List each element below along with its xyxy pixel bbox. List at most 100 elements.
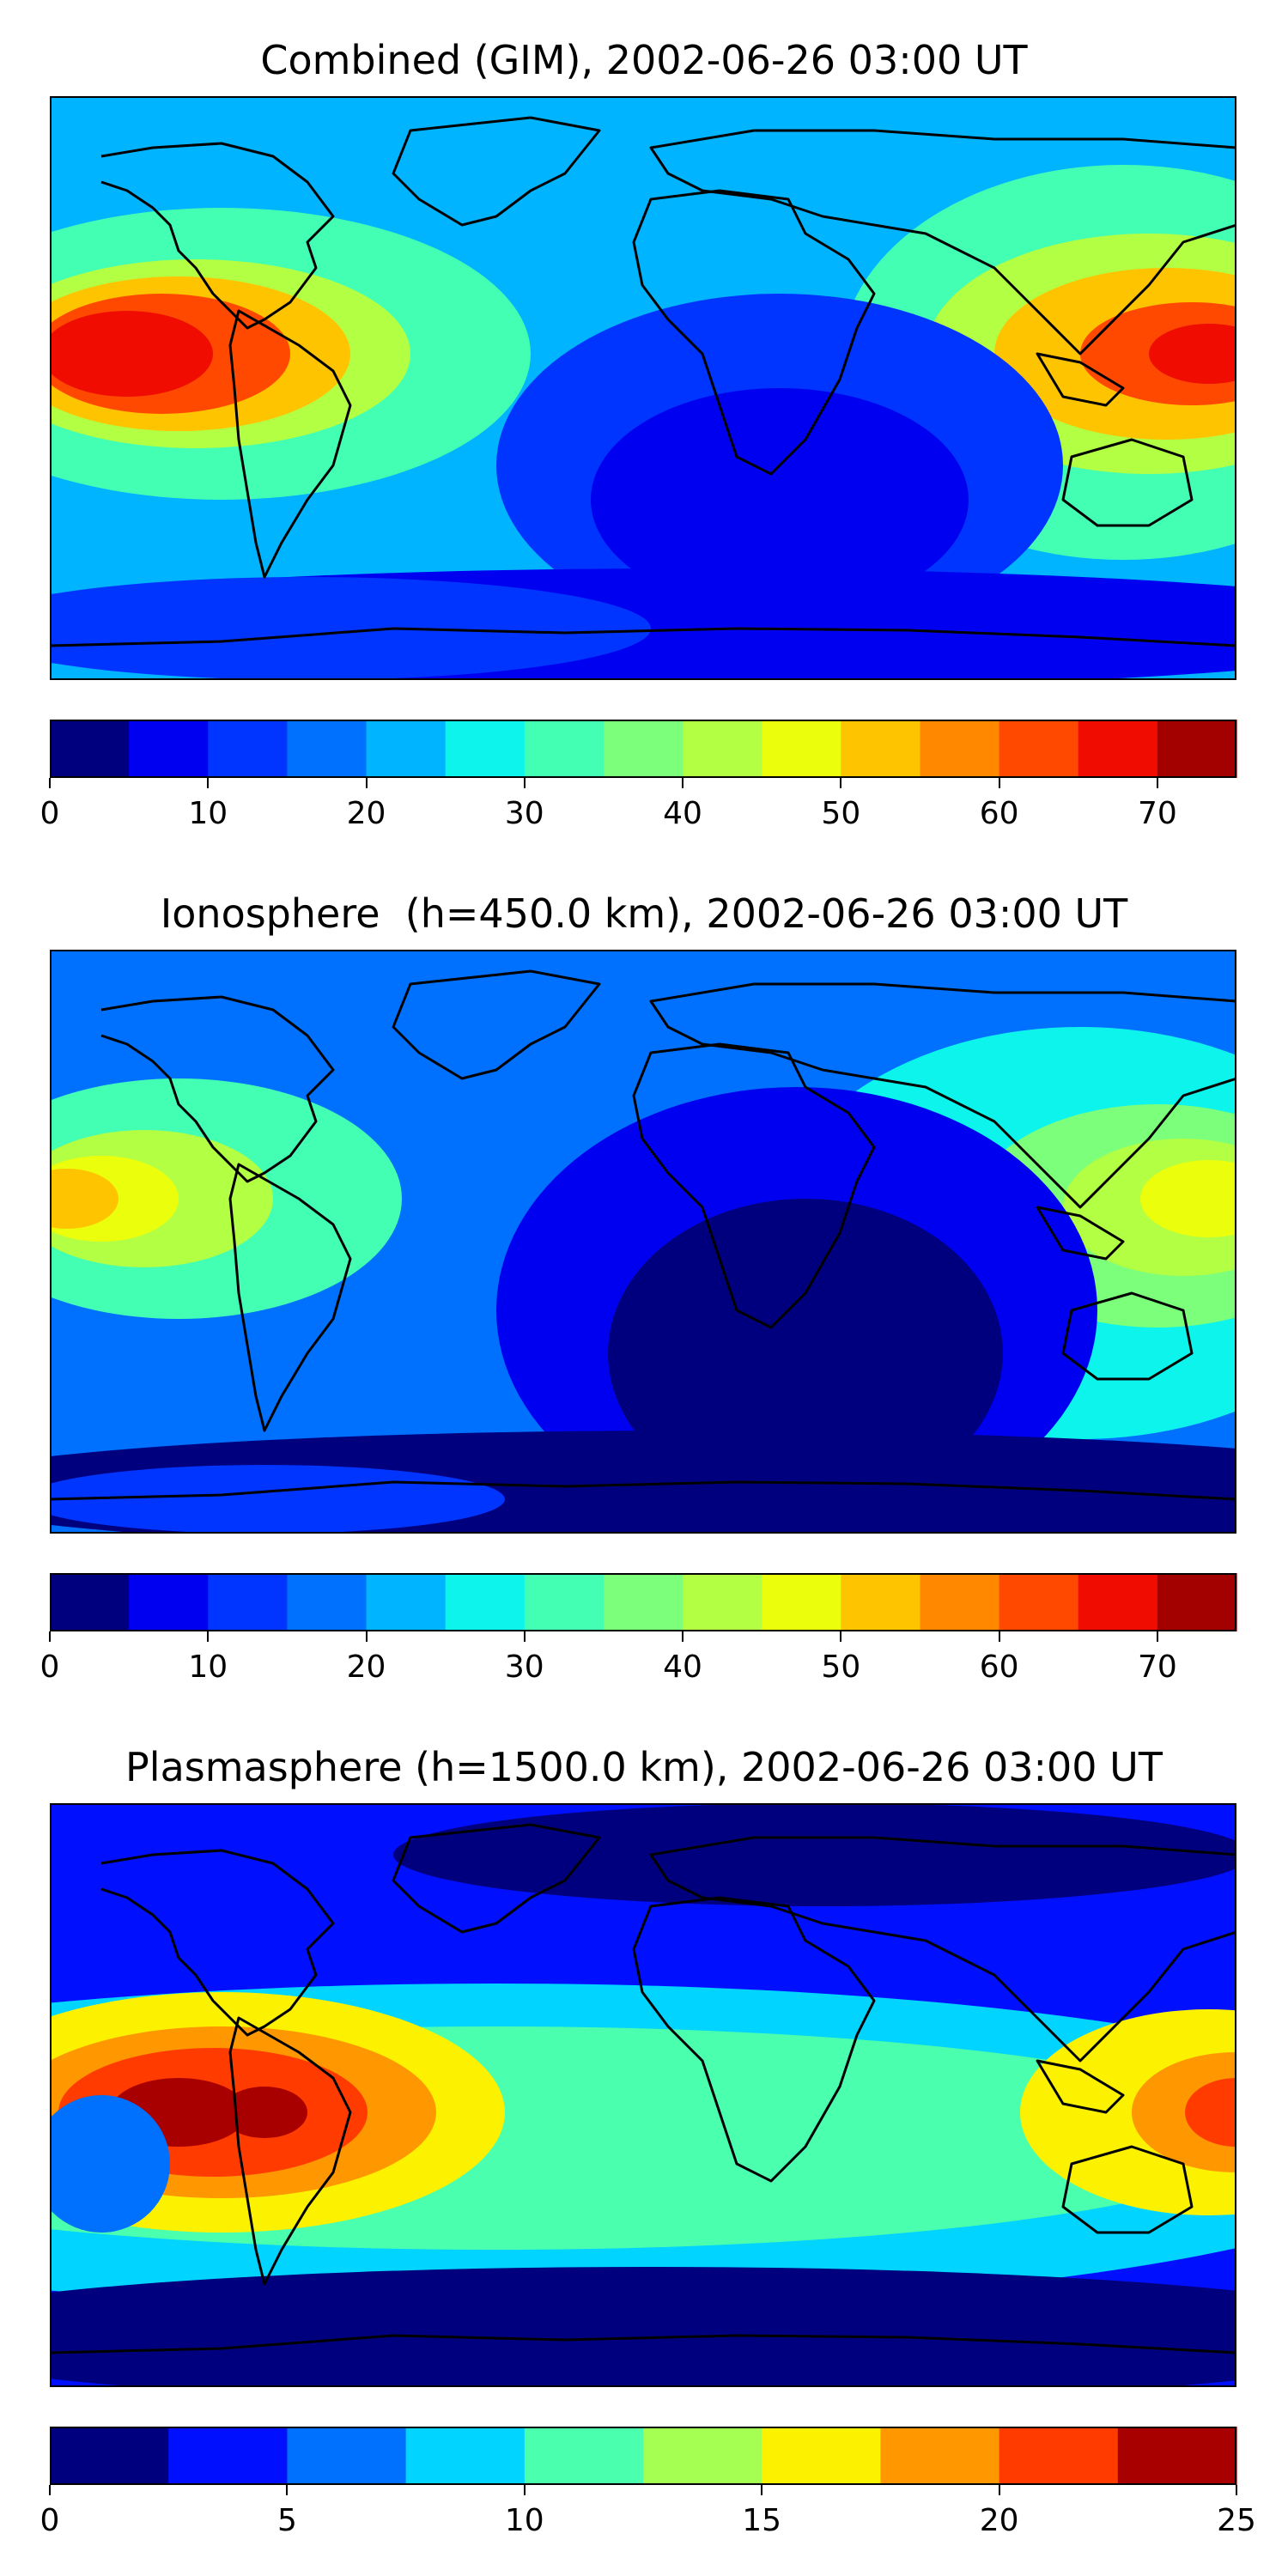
colorbar-tick — [682, 778, 684, 788]
coastline — [632, 189, 876, 476]
contour-region — [393, 1803, 1236, 1906]
map-frame — [50, 1803, 1236, 2387]
colorbar-tick-label: 50 — [821, 796, 861, 831]
colorbar-segment — [762, 1573, 841, 1631]
colorbar-segment — [50, 2427, 169, 2485]
colorbar-tick-label: 10 — [188, 796, 228, 831]
contour-region — [50, 2095, 170, 2233]
colorbar-tick — [365, 778, 368, 788]
colorbar-tick-label: 20 — [346, 1649, 386, 1685]
colorbar-tick — [840, 1631, 842, 1642]
panel-title: Ionosphere (h=450.0 km), 2002-06-26 03:0… — [160, 890, 1128, 937]
coastline — [228, 309, 352, 579]
colorbar-segment — [445, 1573, 526, 1631]
contour-region — [1185, 2078, 1236, 2147]
colorbar-plasmasphere — [50, 2427, 1237, 2485]
colorbar-segment — [1078, 720, 1158, 778]
colorbar-segment — [762, 720, 841, 778]
colorbar-segment — [841, 1573, 921, 1631]
colorbar-tick — [523, 2485, 526, 2495]
colorbar-tick — [1236, 2485, 1237, 2495]
colorbar-segment — [129, 720, 209, 778]
coastline — [100, 1849, 335, 2037]
colorbar-segment — [50, 720, 130, 778]
colorbar-segment — [524, 1573, 605, 1631]
colorbar-segment — [524, 2427, 644, 2485]
coastline — [649, 1836, 1236, 2063]
colorbar-segment — [168, 2427, 288, 2485]
contour-region — [591, 388, 969, 611]
contour-region — [50, 2267, 1236, 2387]
map-combined — [50, 96, 1236, 680]
colorbar-tick — [49, 1631, 51, 1642]
colorbar-ionosphere — [50, 1573, 1237, 1631]
coastline — [100, 142, 335, 330]
colorbar-segment — [1157, 720, 1237, 778]
colorbar-segment — [920, 720, 1000, 778]
colorbar-segment — [129, 1573, 209, 1631]
colorbar-tick — [998, 1631, 1000, 1642]
colorbar-segment — [287, 1573, 368, 1631]
map-ionosphere — [50, 950, 1236, 1534]
colorbar-tick — [286, 2485, 289, 2495]
colorbar-tick — [1156, 1631, 1158, 1642]
coastline — [1061, 1291, 1194, 1381]
colorbar-tick — [1156, 778, 1158, 788]
colorbar-segment — [1157, 1573, 1237, 1631]
contour-region — [50, 1169, 118, 1229]
coastline — [50, 1480, 1236, 1501]
colorbar-tick-label: 50 — [821, 1649, 861, 1685]
map-frame — [50, 950, 1236, 1534]
colorbar-tick-label: 40 — [663, 796, 702, 831]
colorbar-tick-label: 10 — [188, 1649, 228, 1685]
coastline — [1036, 352, 1125, 407]
contour-region — [608, 1199, 1003, 1508]
colorbar-tick — [523, 1631, 526, 1642]
colorbar-segment — [999, 1573, 1079, 1631]
colorbar-tick-label: 0 — [39, 2503, 60, 2538]
contour-region — [50, 311, 213, 397]
colorbar-tick-label: 0 — [39, 796, 60, 831]
colorbar-segment — [208, 720, 288, 778]
colorbar-segment — [287, 720, 368, 778]
coastline — [50, 2334, 1236, 2354]
colorbar-tick-label: 20 — [346, 796, 386, 831]
colorbar-segment — [643, 2427, 762, 2485]
colorbar-segment — [405, 2427, 526, 2485]
coastline — [1061, 438, 1194, 527]
colorbar-segment — [603, 720, 683, 778]
colorbar-segment — [999, 720, 1079, 778]
coastline — [649, 129, 1236, 355]
colorbar-segment — [445, 720, 526, 778]
panel-title: Plasmasphere (h=1500.0 km), 2002-06-26 0… — [125, 1744, 1163, 1790]
colorbar-tick — [523, 778, 526, 788]
colorbar-ticks-ionosphere: 0 10 20 30 40 50 60 70 — [40, 1631, 1236, 1685]
colorbar-segment — [683, 720, 762, 778]
colorbar-segment — [50, 1573, 130, 1631]
colorbar-segment — [920, 1573, 1000, 1631]
colorbar-ticks-combined: 0 10 20 30 40 50 60 70 — [40, 778, 1236, 831]
colorbar-tick — [207, 778, 210, 788]
colorbar-tick — [365, 1631, 368, 1642]
colorbar-segment — [1117, 2427, 1237, 2485]
colorbar-segment — [524, 720, 605, 778]
colorbar-tick-label: 30 — [504, 1649, 544, 1685]
map-frame — [50, 96, 1236, 680]
colorbar-segment — [841, 720, 921, 778]
colorbar-segment — [762, 2427, 881, 2485]
colorbar-segment — [366, 720, 447, 778]
coastline — [392, 116, 601, 227]
colorbar-tick — [49, 778, 51, 788]
colorbar-tick-label: 70 — [1137, 1649, 1177, 1685]
colorbar-frame — [50, 720, 1236, 778]
colorbar-segment — [683, 1573, 762, 1631]
map-plasmasphere — [50, 1803, 1236, 2387]
coastline — [50, 627, 1236, 647]
colorbar-segment — [366, 1573, 447, 1631]
colorbar-tick — [207, 1631, 210, 1642]
colorbar-combined — [50, 720, 1237, 778]
colorbar-segment — [1078, 1573, 1158, 1631]
coastline — [632, 1042, 876, 1329]
colorbar-segment — [603, 1573, 683, 1631]
coastline — [100, 995, 335, 1183]
